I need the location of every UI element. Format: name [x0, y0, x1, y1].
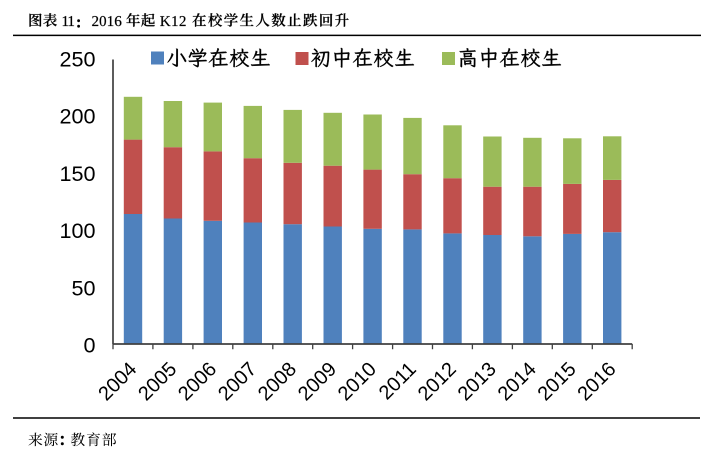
svg-text:250: 250 [59, 47, 95, 72]
svg-text:100: 100 [59, 218, 95, 243]
svg-text:0: 0 [83, 333, 95, 358]
svg-text:150: 150 [59, 161, 95, 186]
svg-text:200: 200 [59, 104, 95, 129]
svg-text:50: 50 [71, 275, 95, 300]
